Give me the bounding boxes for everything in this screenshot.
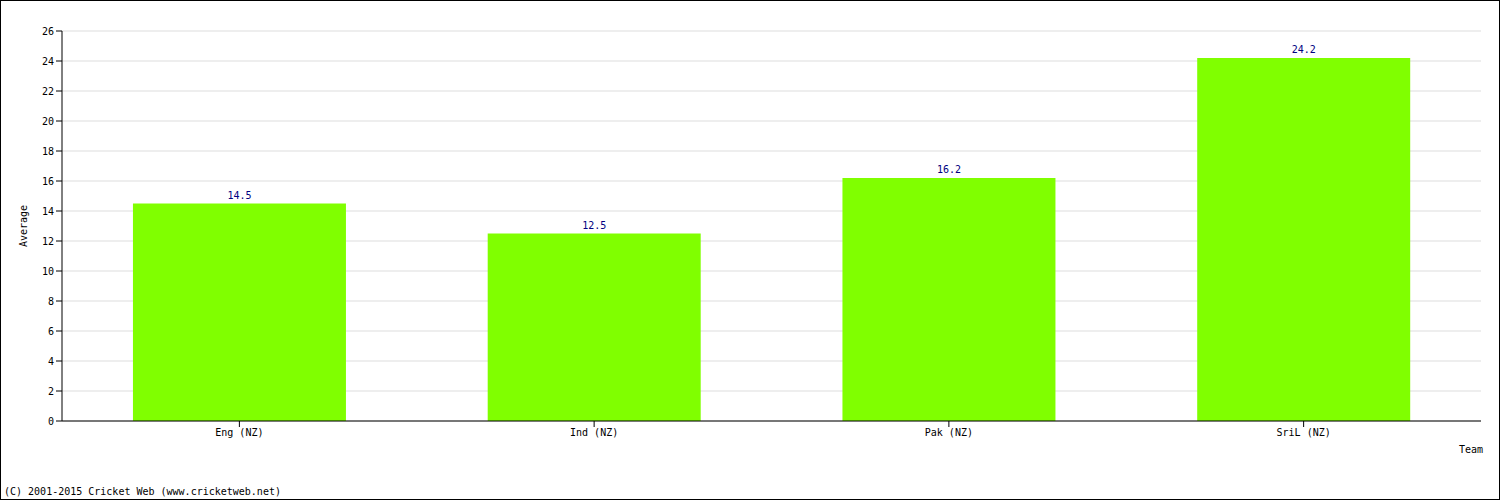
svg-text:8: 8	[48, 296, 54, 307]
svg-text:Team: Team	[1459, 444, 1483, 455]
svg-text:14: 14	[42, 206, 54, 217]
svg-text:Pak (NZ): Pak (NZ)	[925, 427, 973, 438]
svg-text:2: 2	[48, 386, 54, 397]
svg-text:16.2: 16.2	[937, 164, 961, 175]
svg-text:Eng (NZ): Eng (NZ)	[215, 427, 263, 438]
svg-text:16: 16	[42, 176, 54, 187]
svg-text:12.5: 12.5	[582, 220, 606, 231]
svg-text:Ind (NZ): Ind (NZ)	[570, 427, 618, 438]
svg-text:0: 0	[48, 416, 54, 427]
svg-text:22: 22	[42, 86, 54, 97]
svg-text:14.5: 14.5	[227, 190, 251, 201]
svg-text:12: 12	[42, 236, 54, 247]
html-text:(C) 2001-2015 Cricket Web (www: (C) 2001-2015 Cricket Web (www.cricketwe…	[4, 486, 281, 497]
svg-text:SriL (NZ): SriL (NZ)	[1277, 427, 1331, 438]
svg-text:24.2: 24.2	[1292, 44, 1316, 55]
svg-text:26: 26	[42, 26, 54, 37]
svg-text:24: 24	[42, 56, 54, 67]
svg-text:6: 6	[48, 326, 54, 337]
svg-text:18: 18	[42, 146, 54, 157]
svg-text:4: 4	[48, 356, 54, 367]
svg-text:10: 10	[42, 266, 54, 277]
svg-text:20: 20	[42, 116, 54, 127]
svg-text:Average: Average	[18, 205, 29, 247]
